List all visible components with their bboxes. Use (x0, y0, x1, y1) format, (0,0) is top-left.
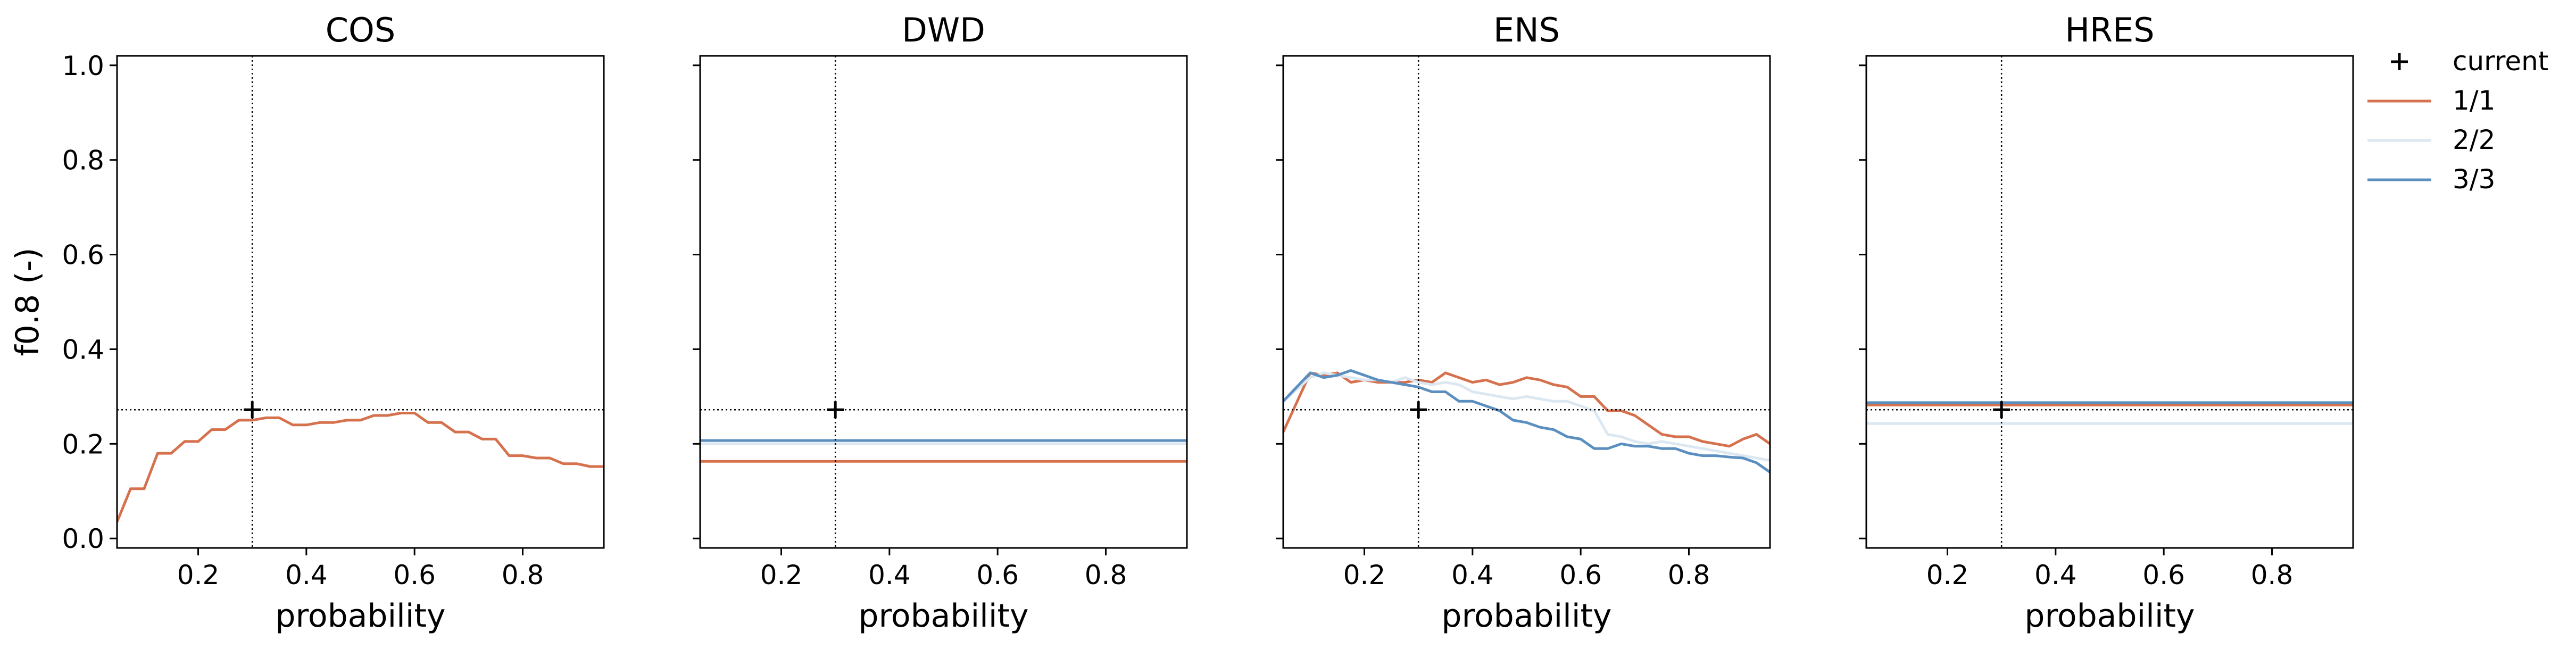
current-marker (827, 401, 844, 419)
panel-title: HRES (2065, 11, 2154, 49)
y-tick-label: 0.4 (62, 334, 104, 365)
y-tick-label: 0.0 (62, 523, 104, 554)
legend-entry-2-2: 2/2 (2367, 124, 2495, 155)
x-axis-label: probability (2024, 597, 2195, 635)
current-marker (1410, 401, 1427, 419)
x-tick-label: 0.2 (1343, 560, 1386, 590)
legend: current 1/1 2/2 3/3 (2367, 46, 2548, 195)
panel-title: ENS (1493, 11, 1560, 49)
legend-entry-3-3: 3/3 (2367, 164, 2495, 195)
series-group (1283, 369, 1770, 473)
panel-cos: COS 0.2 0.4 0.6 0.8 probability 0.0 0.2 0.4 0.6 0.… (9, 11, 605, 635)
legend-marker (2391, 53, 2408, 70)
x-axis-label: probability (858, 597, 1028, 635)
x-tick-label: 0.2 (177, 560, 220, 590)
x-axis-label: probability (1441, 597, 1611, 635)
x-tick-label: 0.8 (502, 560, 544, 590)
y-tick-label: 1.0 (62, 51, 104, 81)
legend-label: 1/1 (2453, 85, 2495, 116)
plot-frame (699, 55, 1188, 549)
x-tick-label: 0.4 (868, 560, 911, 590)
y-tick-label: 0.8 (62, 145, 104, 176)
series-line-2-2 (1283, 371, 1770, 462)
series-group (700, 439, 1187, 463)
legend-label: current (2453, 46, 2548, 77)
panel-hres: HRES 0.2 0.4 0.6 0.8 probability (1859, 11, 2354, 635)
series-group (117, 412, 604, 523)
legend-entry-current: current (2391, 46, 2548, 77)
x-tick-label: 0.6 (2142, 560, 2185, 590)
x-tick-label: 0.8 (2251, 560, 2294, 590)
y-axis-label: f0.8 (-) (9, 247, 46, 356)
current-marker (244, 401, 261, 419)
panel-title: DWD (902, 11, 985, 49)
series-line-1-1 (117, 412, 604, 523)
plot-frame (1282, 55, 1771, 549)
series-group (1866, 401, 2353, 425)
series-line-1-1 (1283, 371, 1770, 448)
legend-entry-1-1: 1/1 (2367, 85, 2495, 116)
panel-dwd: DWD 0.2 0.4 0.6 0.8 probability (693, 11, 1188, 635)
x-tick-label: 0.4 (2034, 560, 2077, 590)
x-tick-label: 0.6 (393, 560, 436, 590)
x-tick-label: 0.8 (1085, 560, 1127, 590)
current-marker (1993, 401, 2010, 419)
plot-frame (1865, 55, 2354, 549)
series-line-3-3 (1283, 369, 1770, 473)
x-axis-label: probability (275, 597, 445, 635)
y-tick-label: 0.6 (62, 240, 104, 271)
legend-label: 3/3 (2453, 164, 2495, 195)
panel-title: COS (326, 11, 395, 49)
x-tick-label: 0.8 (1668, 560, 1710, 590)
x-tick-label: 0.6 (1559, 560, 1602, 590)
panel-ens: ENS 0.2 0.4 0.6 0.8 probability (1276, 11, 1771, 635)
x-tick-label: 0.4 (285, 560, 328, 590)
x-tick-label: 0.6 (976, 560, 1019, 590)
x-tick-label: 0.2 (1926, 560, 1969, 590)
y-tick-label: 0.2 (62, 429, 104, 460)
legend-label: 2/2 (2453, 124, 2495, 155)
x-tick-label: 0.2 (760, 560, 803, 590)
x-tick-label: 0.4 (1451, 560, 1494, 590)
plot-frame (116, 55, 605, 549)
